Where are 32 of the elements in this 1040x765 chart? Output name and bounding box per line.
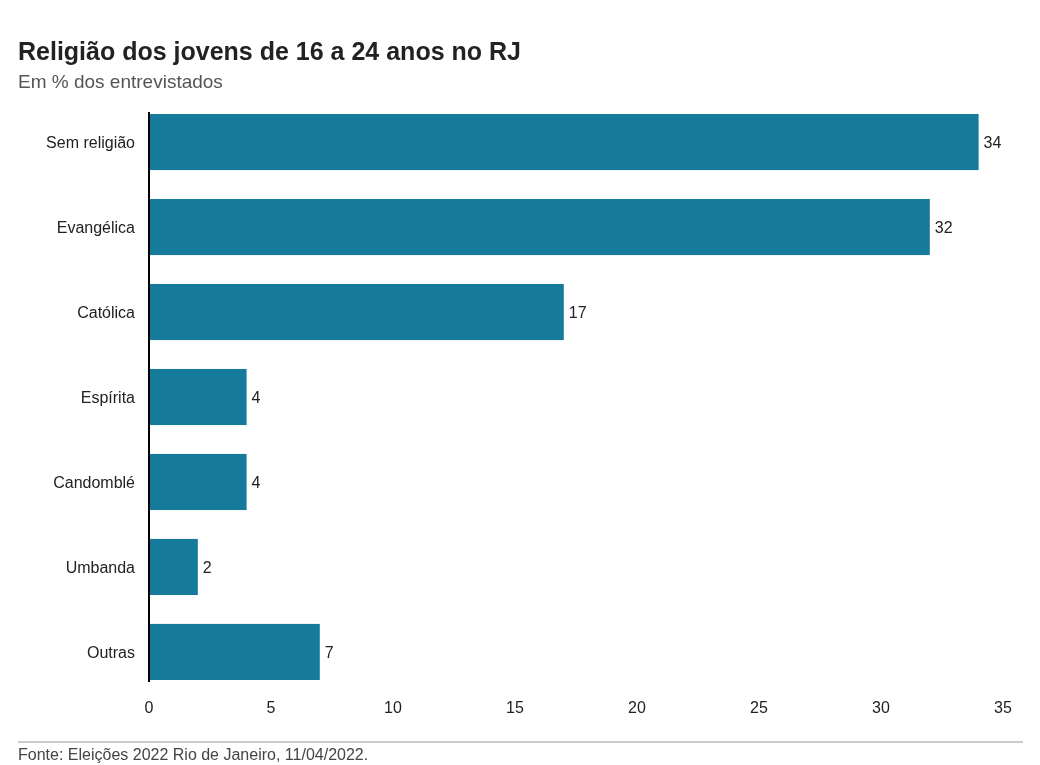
data-label: 34 (983, 133, 1002, 151)
bar (149, 538, 198, 596)
y-tick-label: Evangélica (56, 218, 136, 236)
y-tick-label: Católica (77, 303, 136, 321)
data-label: 4 (251, 473, 261, 491)
x-tick-label: 25 (750, 699, 768, 716)
bar (149, 623, 320, 680)
chart-subtitle: Em % dos entrevistados (18, 71, 223, 92)
bar (149, 453, 247, 511)
bar (149, 114, 979, 171)
bar (149, 283, 564, 341)
data-label: 4 (251, 388, 261, 406)
x-tick-label: 35 (994, 699, 1012, 716)
y-tick-label: Espírita (80, 388, 136, 406)
x-tick-label: 30 (872, 699, 890, 716)
chart-title: Religião dos jovens de 16 a 24 anos no RJ (18, 37, 521, 65)
y-tick-label: Outras (86, 643, 135, 661)
x-tick-label: 20 (628, 699, 646, 716)
data-label: 32 (934, 218, 953, 236)
data-label: 7 (324, 643, 334, 661)
bar (149, 368, 247, 426)
x-tick-label: 0 (144, 699, 154, 716)
y-tick-label: Candomblé (53, 473, 136, 491)
data-label: 2 (202, 558, 212, 576)
x-tick-label: 15 (506, 699, 524, 716)
y-tick-label: Umbanda (65, 558, 136, 576)
data-label: 17 (568, 303, 587, 321)
x-tick-label: 5 (266, 699, 276, 716)
source-note: Fonte: Eleições 2022 Rio de Janeiro, 11/04/2022. (18, 746, 369, 763)
y-tick-label: Sem religião (46, 133, 136, 151)
bar (149, 198, 930, 256)
x-tick-label: 10 (384, 699, 402, 716)
